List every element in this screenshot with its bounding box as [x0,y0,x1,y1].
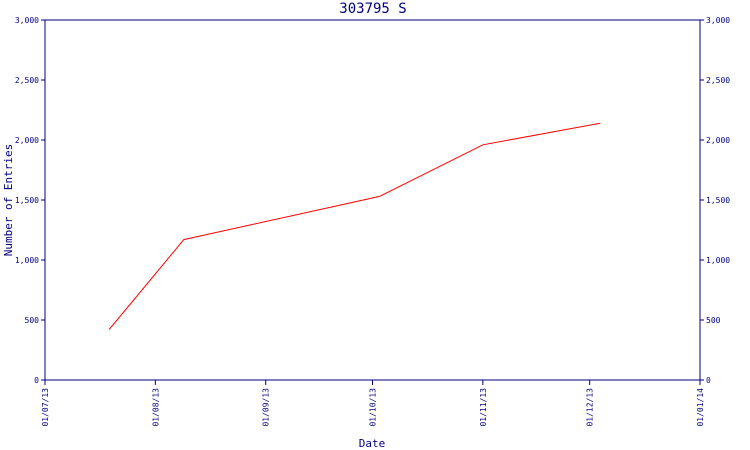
y-tick-label-right: 1,000 [706,256,730,265]
y-axis-right: 0 500 1,000 1,500 2,000 2,500 3,000 [700,16,730,385]
y-axis-left: 0 500 1,000 1,500 2,000 2,500 3,000 [15,16,45,385]
x-tick-label: 01/01/14 [696,388,705,427]
y-tick-label-right: 1,500 [706,196,730,205]
chart-title: 303795 S [339,1,406,17]
x-tick-label: 01/09/13 [262,388,271,427]
series-layer [108,122,601,330]
x-tick-label: 01/10/13 [369,388,378,427]
x-tick-label: 01/07/13 [41,388,50,427]
y-tick-label-left: 1,500 [15,196,39,205]
x-axis-label: Date [359,437,386,450]
y-axis-label: Number of Entries [2,144,15,257]
y-tick-label-right: 0 [706,376,711,385]
y-tick-label-left: 3,000 [15,16,39,25]
y-tick-label-left: 1,000 [15,256,39,265]
y-tick-label-right: 500 [706,316,721,325]
x-tick-label: 01/11/13 [479,388,488,427]
y-tick-label-left: 500 [25,316,40,325]
y-tick-label-left: 2,000 [15,136,39,145]
x-axis: 01/07/13 01/08/13 01/09/13 01/10/13 01/11/13… [41,380,705,427]
y-tick-label-right: 3,000 [706,16,730,25]
y-tick-label-right: 2,000 [706,136,730,145]
y-tick-label-left: 2,500 [15,76,39,85]
y-tick-label-right: 2,500 [706,76,730,85]
series-line [108,122,601,330]
x-tick-label: 01/08/13 [151,388,160,427]
y-tick-label-left: 0 [34,376,39,385]
plot-area [44,19,701,381]
x-tick-label: 01/12/13 [586,388,595,427]
